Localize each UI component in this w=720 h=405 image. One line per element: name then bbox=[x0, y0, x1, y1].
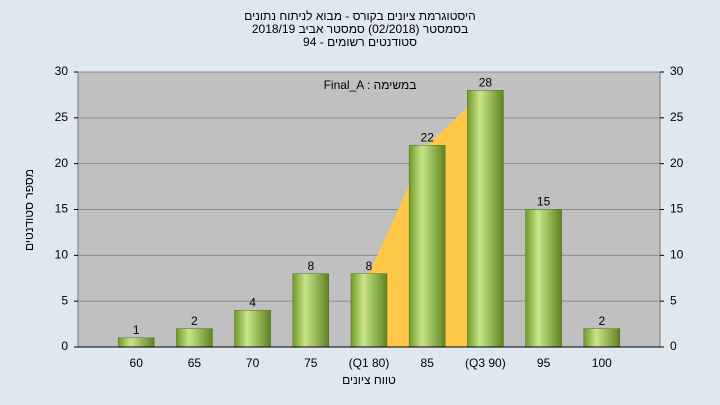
y-tick-label: 25 bbox=[55, 110, 69, 124]
x-tick-label: 60 bbox=[130, 356, 144, 370]
x-tick-label: 70 bbox=[246, 356, 260, 370]
x-tick-label: 100 bbox=[592, 356, 612, 370]
x-tick-label: (Q1 80) bbox=[349, 356, 390, 370]
data-label: 1 bbox=[133, 323, 140, 337]
bar bbox=[350, 273, 388, 348]
y-tick-label: 15 bbox=[55, 202, 69, 216]
title-line: בסמסטר (02/2018) סמסטר אביב 2018/19 bbox=[252, 22, 468, 36]
bar bbox=[408, 145, 446, 348]
bar bbox=[525, 209, 562, 348]
data-label: 2 bbox=[598, 314, 605, 328]
y-tick-label: 10 bbox=[55, 248, 69, 262]
data-label: 28 bbox=[479, 76, 493, 90]
data-label: 15 bbox=[537, 195, 551, 209]
data-label: 2 bbox=[191, 314, 198, 328]
y2-tick-label: 30 bbox=[670, 64, 684, 78]
y2-tick-label: 25 bbox=[670, 110, 684, 124]
y-tick-label: 5 bbox=[61, 293, 68, 307]
y2-tick-label: 5 bbox=[670, 293, 677, 307]
y2-tick-label: 15 bbox=[670, 202, 684, 216]
x-tick-label: 95 bbox=[537, 356, 551, 370]
data-label: 22 bbox=[421, 131, 435, 145]
data-label: 8 bbox=[366, 259, 373, 273]
y-tick-label: 20 bbox=[55, 156, 69, 170]
data-label: 8 bbox=[307, 259, 314, 273]
x-tick-label: 65 bbox=[188, 356, 202, 370]
bar bbox=[292, 273, 330, 348]
bar bbox=[117, 337, 155, 348]
y2-tick-label: 10 bbox=[670, 248, 684, 262]
title-line: סטודנטים רשומים - 94 bbox=[303, 35, 417, 49]
y-tick-label: 0 bbox=[61, 339, 68, 353]
bar bbox=[176, 328, 213, 348]
data-label: 4 bbox=[249, 296, 256, 310]
x-tick-label: 75 bbox=[304, 356, 318, 370]
bar bbox=[234, 310, 271, 348]
x-tick-label: 85 bbox=[421, 356, 435, 370]
bar bbox=[467, 90, 504, 348]
bar bbox=[583, 328, 621, 348]
annotation: Final_A : במשימה bbox=[324, 78, 417, 92]
y-tick-label: 30 bbox=[55, 64, 69, 78]
y2-tick-label: 20 bbox=[670, 156, 684, 170]
x-axis-label: טווח ציונים bbox=[342, 373, 396, 387]
x-tick-label: (Q3 90) bbox=[465, 356, 506, 370]
title-line: היסטוגרמת ציונים בקורס - מבוא לניתוח נתו… bbox=[244, 9, 476, 23]
y-axis-label: מספר סטודנטים bbox=[22, 169, 36, 251]
y2-tick-label: 0 bbox=[670, 339, 677, 353]
